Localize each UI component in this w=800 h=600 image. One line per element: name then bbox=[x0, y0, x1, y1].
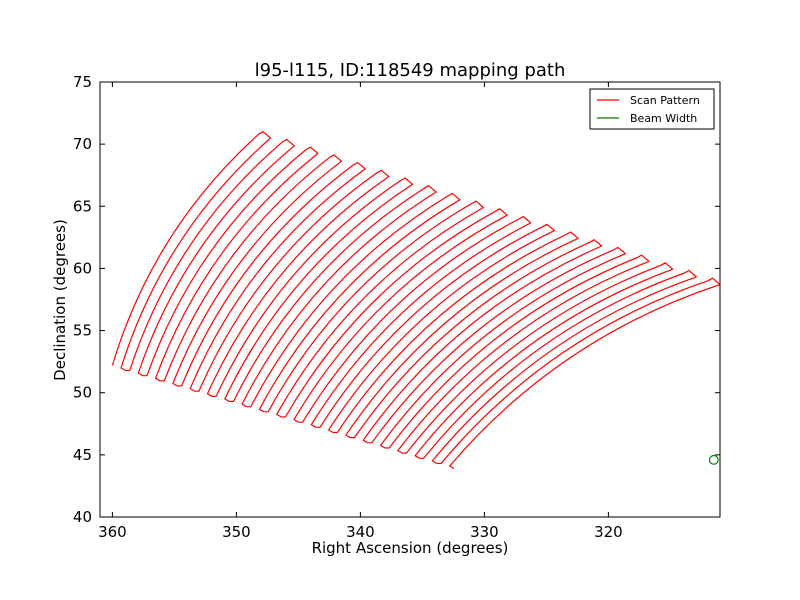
y-tick-label: 55 bbox=[73, 322, 92, 340]
y-axis: 40 45 50 55 60 65 70 75 bbox=[73, 73, 720, 526]
y-tick-label: 60 bbox=[73, 259, 92, 277]
y-tick-label: 40 bbox=[73, 508, 92, 526]
y-tick-label: 45 bbox=[73, 446, 92, 464]
scan-pattern-series bbox=[111, 131, 720, 470]
y-tick-label: 65 bbox=[73, 197, 92, 215]
y-tick-label: 50 bbox=[73, 384, 92, 402]
y-axis-label: Declination (degrees) bbox=[51, 219, 69, 381]
x-tick-label: 320 bbox=[594, 523, 623, 541]
plot-frame bbox=[99, 81, 721, 518]
x-tick-label: 330 bbox=[470, 523, 499, 541]
y-tick-label: 75 bbox=[73, 73, 92, 91]
y-tick-label: 70 bbox=[73, 135, 92, 153]
legend-box bbox=[589, 88, 715, 130]
x-axis-label: Right Ascension (degrees) bbox=[312, 539, 509, 557]
x-tick-label: 360 bbox=[98, 523, 127, 541]
x-tick-label: 350 bbox=[222, 523, 251, 541]
scan-path bbox=[111, 131, 720, 470]
chart-title: l95-l115, ID:118549 mapping path bbox=[255, 60, 566, 81]
legend-scan-label: Scan Pattern bbox=[630, 94, 700, 107]
legend-beam-label: Beam Width bbox=[630, 112, 697, 125]
beam-width-series bbox=[708, 454, 719, 465]
x-axis: 360 350 340 330 320 bbox=[98, 82, 623, 541]
legend: Scan Pattern Beam Width bbox=[589, 88, 715, 130]
x-tick-label: 340 bbox=[346, 523, 375, 541]
beam-width-marker bbox=[708, 454, 719, 465]
